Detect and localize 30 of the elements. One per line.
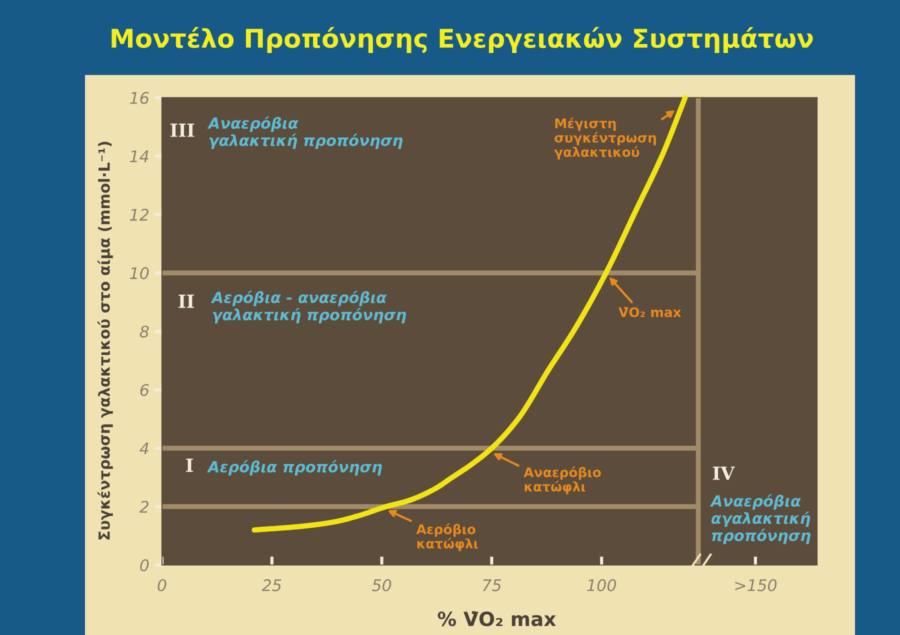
annotation: Αναερόβια αγαλακτική προπόνηση <box>710 494 810 544</box>
y-tick-label: 4 <box>140 442 148 454</box>
annotation: II <box>178 294 194 308</box>
y-tick-label: 8 <box>140 326 149 338</box>
annotation: I <box>186 458 193 472</box>
chart-title: Μοντέλο Προπόνησης Ενεργειακών Συστημάτων <box>112 27 813 53</box>
x-tick-label: 75 <box>483 579 501 592</box>
annotation: III <box>170 124 194 137</box>
y-tick-label: 6 <box>140 384 149 396</box>
annotation: Αναερόβια γαλακτική προπόνηση <box>207 116 403 150</box>
x-tick-label: 25 <box>262 579 282 592</box>
x-tick-label: 50 <box>372 579 392 592</box>
annotation: Μέγιστη συγκέντρωση γαλακτικού <box>554 118 656 160</box>
x-axis-title: % V̇O₂ max <box>438 611 556 626</box>
y-axis-title: Συγκέντρωση γαλακτικού στο αίμα (mmol·L⁻¹) <box>97 142 113 540</box>
y-tick-label: 0 <box>140 559 149 572</box>
y-tick-label: 2 <box>139 500 149 513</box>
x-tick-label: >150 <box>735 579 777 592</box>
annotation: IV <box>712 466 735 480</box>
y-tick-label: 10 <box>130 267 149 280</box>
x-tick-label: 100 <box>587 579 616 592</box>
y-tick-label: 16 <box>130 92 149 104</box>
annotation: V̇O₂ max <box>618 306 682 318</box>
x-tick-label: 0 <box>158 579 166 592</box>
y-tick-label: 12 <box>130 208 149 221</box>
annotation: Αερόβιο κατώφλι <box>416 523 478 552</box>
annotation: Αναερόβιο κατώφλι <box>524 466 601 494</box>
annotation: Αερόβια προπόνηση <box>206 460 382 476</box>
y-tick-label: 14 <box>130 150 148 162</box>
annotation: Αερόβια - αναερόβια γαλακτική προπόνηση <box>210 290 406 324</box>
